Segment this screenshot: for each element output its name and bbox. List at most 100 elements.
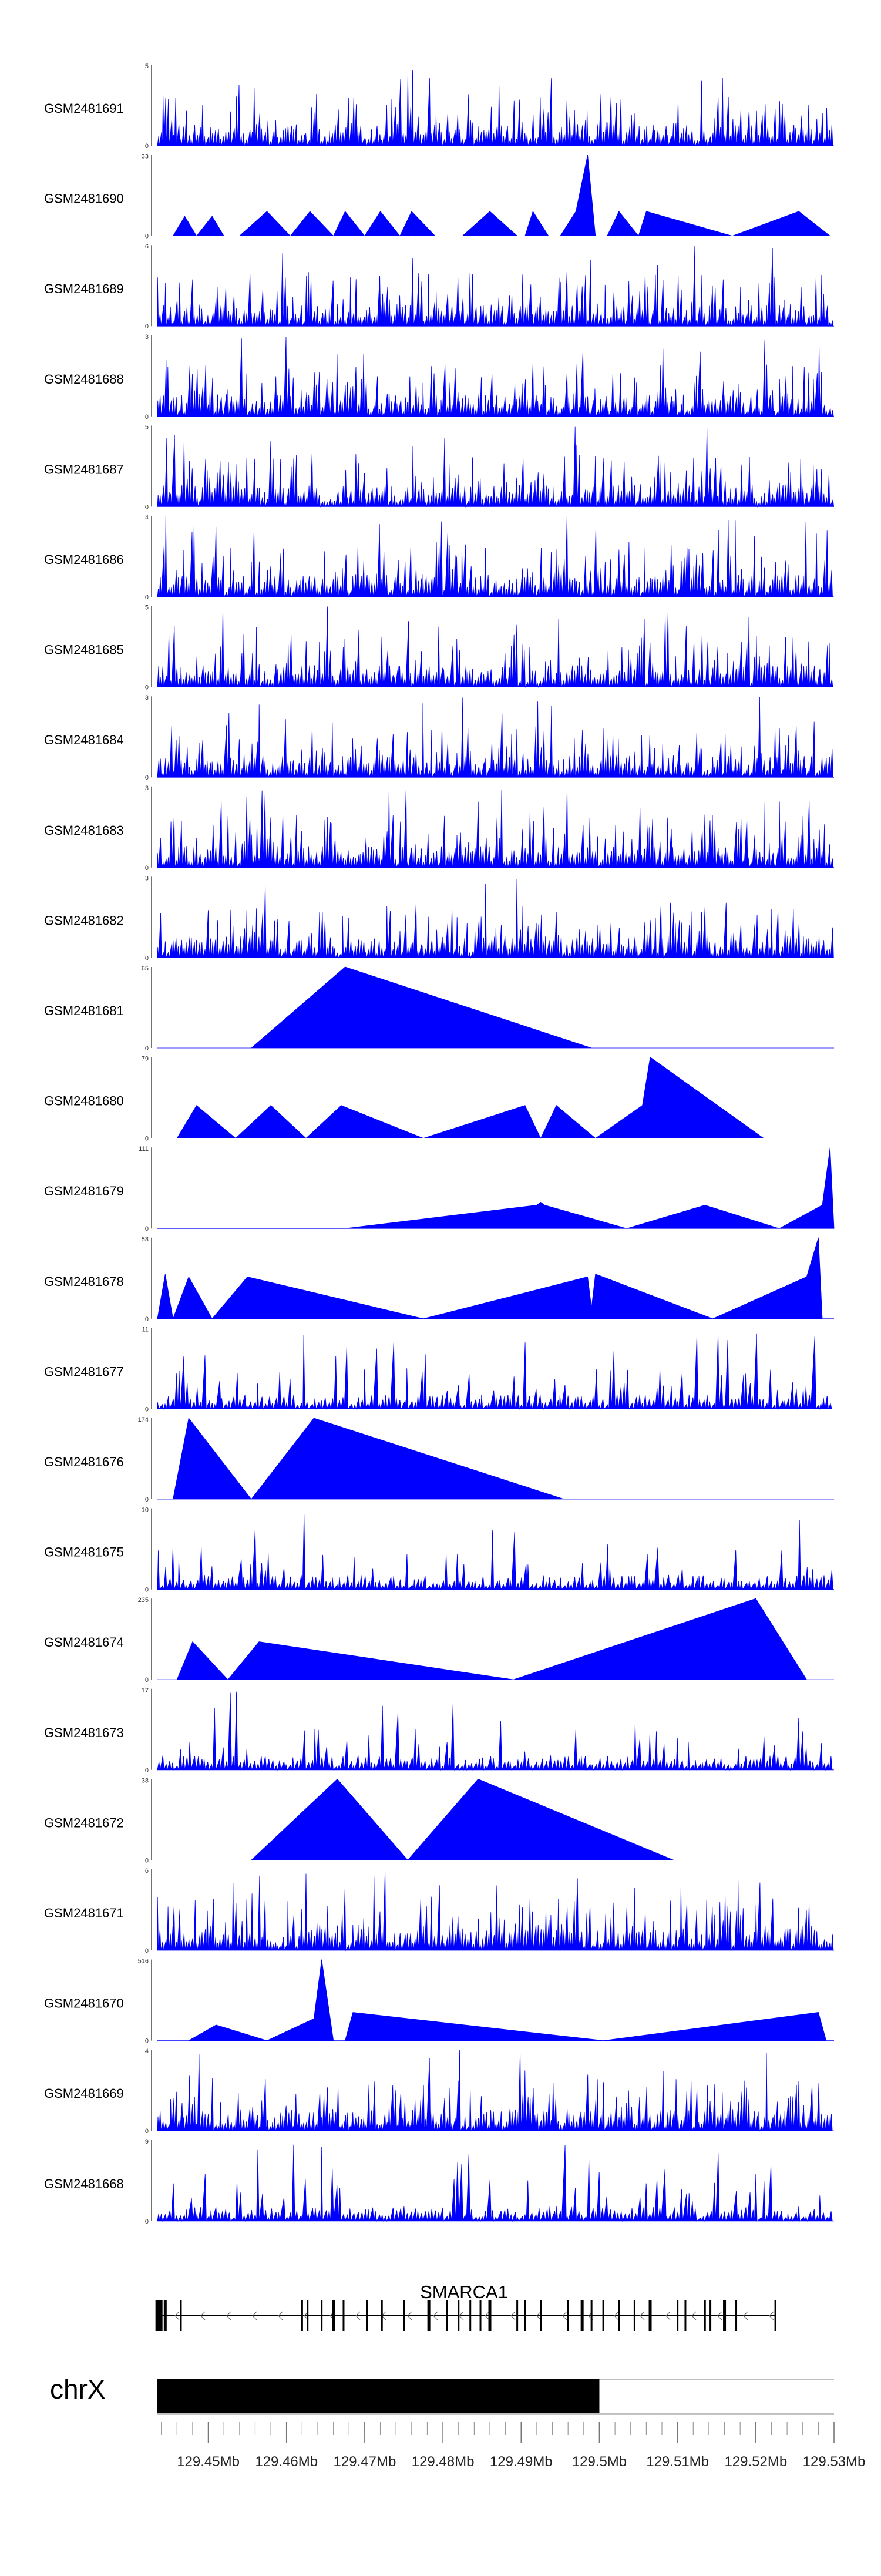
- track-GSM2481676: GSM2481676 174 0: [44, 1416, 834, 1503]
- strand-arrow: [407, 2311, 412, 2320]
- coverage-tracks: GSM248169150GSM2481690330GSM248168960GSM…: [44, 63, 835, 2225]
- exon-mark: [301, 2300, 303, 2331]
- strand-arrow: [485, 2311, 490, 2320]
- exon-mark: [180, 2300, 182, 2331]
- track-label: GSM2481687: [44, 462, 124, 476]
- y-max-tick-label: 17: [142, 1687, 149, 1694]
- track-label: GSM2481680: [44, 1094, 124, 1109]
- coverage-area: [157, 155, 831, 237]
- track-label: GSM2481672: [44, 1815, 124, 1830]
- track-label: GSM2481673: [44, 1725, 124, 1740]
- tick-label: 129.48Mb: [412, 2454, 475, 2470]
- exon-mark: [677, 2300, 679, 2331]
- strand-arrow: [717, 2311, 722, 2320]
- y-min-tick-label: 0: [145, 1136, 149, 1143]
- track-label: GSM2481670: [44, 1996, 124, 2011]
- y-max-tick-label: 5: [145, 63, 149, 70]
- exon-mark: [366, 2300, 368, 2331]
- exon-mark: [524, 2300, 526, 2331]
- exon-mark: [580, 2300, 584, 2331]
- track-GSM2481680: GSM2481680 79 0: [44, 1056, 834, 1143]
- track-GSM2481671: GSM2481671 6 0: [44, 1868, 834, 1954]
- strand-arrow: [640, 2311, 645, 2320]
- track-label: GSM2481685: [44, 643, 124, 657]
- track-label: GSM2481689: [44, 281, 124, 296]
- y-max-tick-label: 4: [145, 2048, 149, 2055]
- coverage-area: [157, 1870, 834, 1952]
- strand-arrow: [743, 2311, 748, 2320]
- track-GSM2481685: GSM2481685 5 0: [44, 604, 834, 691]
- track-GSM2481686: GSM2481686 4 0: [44, 514, 834, 601]
- strand-arrow: [355, 2311, 361, 2320]
- y-min-tick-label: 0: [145, 2038, 149, 2045]
- exon-mark: [602, 2300, 604, 2331]
- track-GSM2481691: GSM2481691 5 0: [44, 63, 834, 150]
- tick-label: 129.45Mb: [177, 2454, 240, 2470]
- coverage-area: [157, 1691, 834, 1771]
- y-max-tick-label: 33: [142, 153, 149, 160]
- track-label: GSM2481675: [44, 1545, 124, 1560]
- y-min-tick-label: 0: [145, 323, 149, 330]
- exon-mark: [427, 2300, 431, 2331]
- coverage-area: [157, 1959, 834, 2041]
- coverage-area: [157, 1237, 834, 1320]
- tick-label: 129.5Mb: [572, 2454, 627, 2470]
- coverage-area: [157, 1056, 834, 1139]
- exon-mark: [723, 2300, 727, 2331]
- exon-mark: [155, 2300, 163, 2331]
- track-label: GSM2481688: [44, 372, 124, 387]
- exon-mark: [618, 2300, 620, 2331]
- track-GSM2481674: GSM2481674 235 0: [44, 1597, 834, 1684]
- y-max-tick-label: 3: [145, 694, 149, 701]
- y-max-tick-label: 9: [145, 2138, 149, 2145]
- track-GSM2481684: GSM2481684 3 0: [44, 694, 834, 781]
- y-max-tick-label: 3: [145, 785, 149, 792]
- track-GSM2481678: GSM2481678 58 0: [44, 1236, 834, 1323]
- y-min-tick-label: 0: [145, 1045, 149, 1052]
- y-min-tick-label: 0: [145, 503, 149, 511]
- y-min-tick-label: 0: [145, 233, 149, 240]
- track-label: GSM2481686: [44, 552, 124, 567]
- y-min-tick-label: 0: [145, 2218, 149, 2225]
- track-GSM2481677: GSM2481677 11 0: [44, 1326, 834, 1413]
- track-label: GSM2481676: [44, 1455, 124, 1469]
- coverage-area: [157, 70, 834, 147]
- tick-label: 129.46Mb: [255, 2454, 318, 2470]
- coverage-area: [157, 606, 834, 688]
- exon-mark: [648, 2300, 652, 2331]
- strand-arrow: [226, 2311, 231, 2320]
- strand-arrow: [665, 2311, 671, 2320]
- track-GSM2481669: GSM2481669 4 0: [44, 2048, 834, 2135]
- y-min-tick-label: 0: [145, 414, 149, 421]
- y-max-tick-label: 111: [139, 1146, 149, 1153]
- coverage-area: [157, 2050, 834, 2132]
- exon-mark: [633, 2300, 635, 2331]
- track-GSM2481675: GSM2481675 10 0: [44, 1507, 834, 1594]
- y-max-tick-label: 5: [145, 604, 149, 612]
- coverage-area: [157, 696, 834, 778]
- y-min-tick-label: 0: [145, 865, 149, 872]
- coverage-area: [157, 1778, 834, 1861]
- track-label: GSM2481682: [44, 913, 124, 928]
- coverage-area: [157, 426, 835, 508]
- chromosome-ideogram: chrX: [50, 2374, 834, 2414]
- strand-arrow: [769, 2311, 774, 2320]
- tick-label: 129.49Mb: [490, 2454, 553, 2470]
- y-max-tick-label: 3: [145, 334, 149, 341]
- exon-mark: [684, 2300, 687, 2331]
- track-label: GSM2481668: [44, 2177, 124, 2191]
- coverage-area: [157, 1513, 834, 1591]
- track-label: GSM2481671: [44, 1906, 124, 1920]
- tick-label: 129.51Mb: [646, 2454, 709, 2470]
- y-max-tick-label: 516: [138, 1958, 149, 1965]
- exon-mark: [163, 2300, 167, 2331]
- coverage-area: [157, 1333, 834, 1410]
- strand-arrow: [433, 2311, 438, 2320]
- y-max-tick-label: 4: [145, 514, 149, 521]
- tick-label: 129.53Mb: [803, 2454, 866, 2470]
- y-min-tick-label: 0: [145, 684, 149, 691]
- coverage-area: [157, 1418, 834, 1500]
- strand-arrow: [174, 2311, 180, 2320]
- ideogram-region: [157, 2379, 600, 2413]
- y-max-tick-label: 58: [142, 1236, 149, 1243]
